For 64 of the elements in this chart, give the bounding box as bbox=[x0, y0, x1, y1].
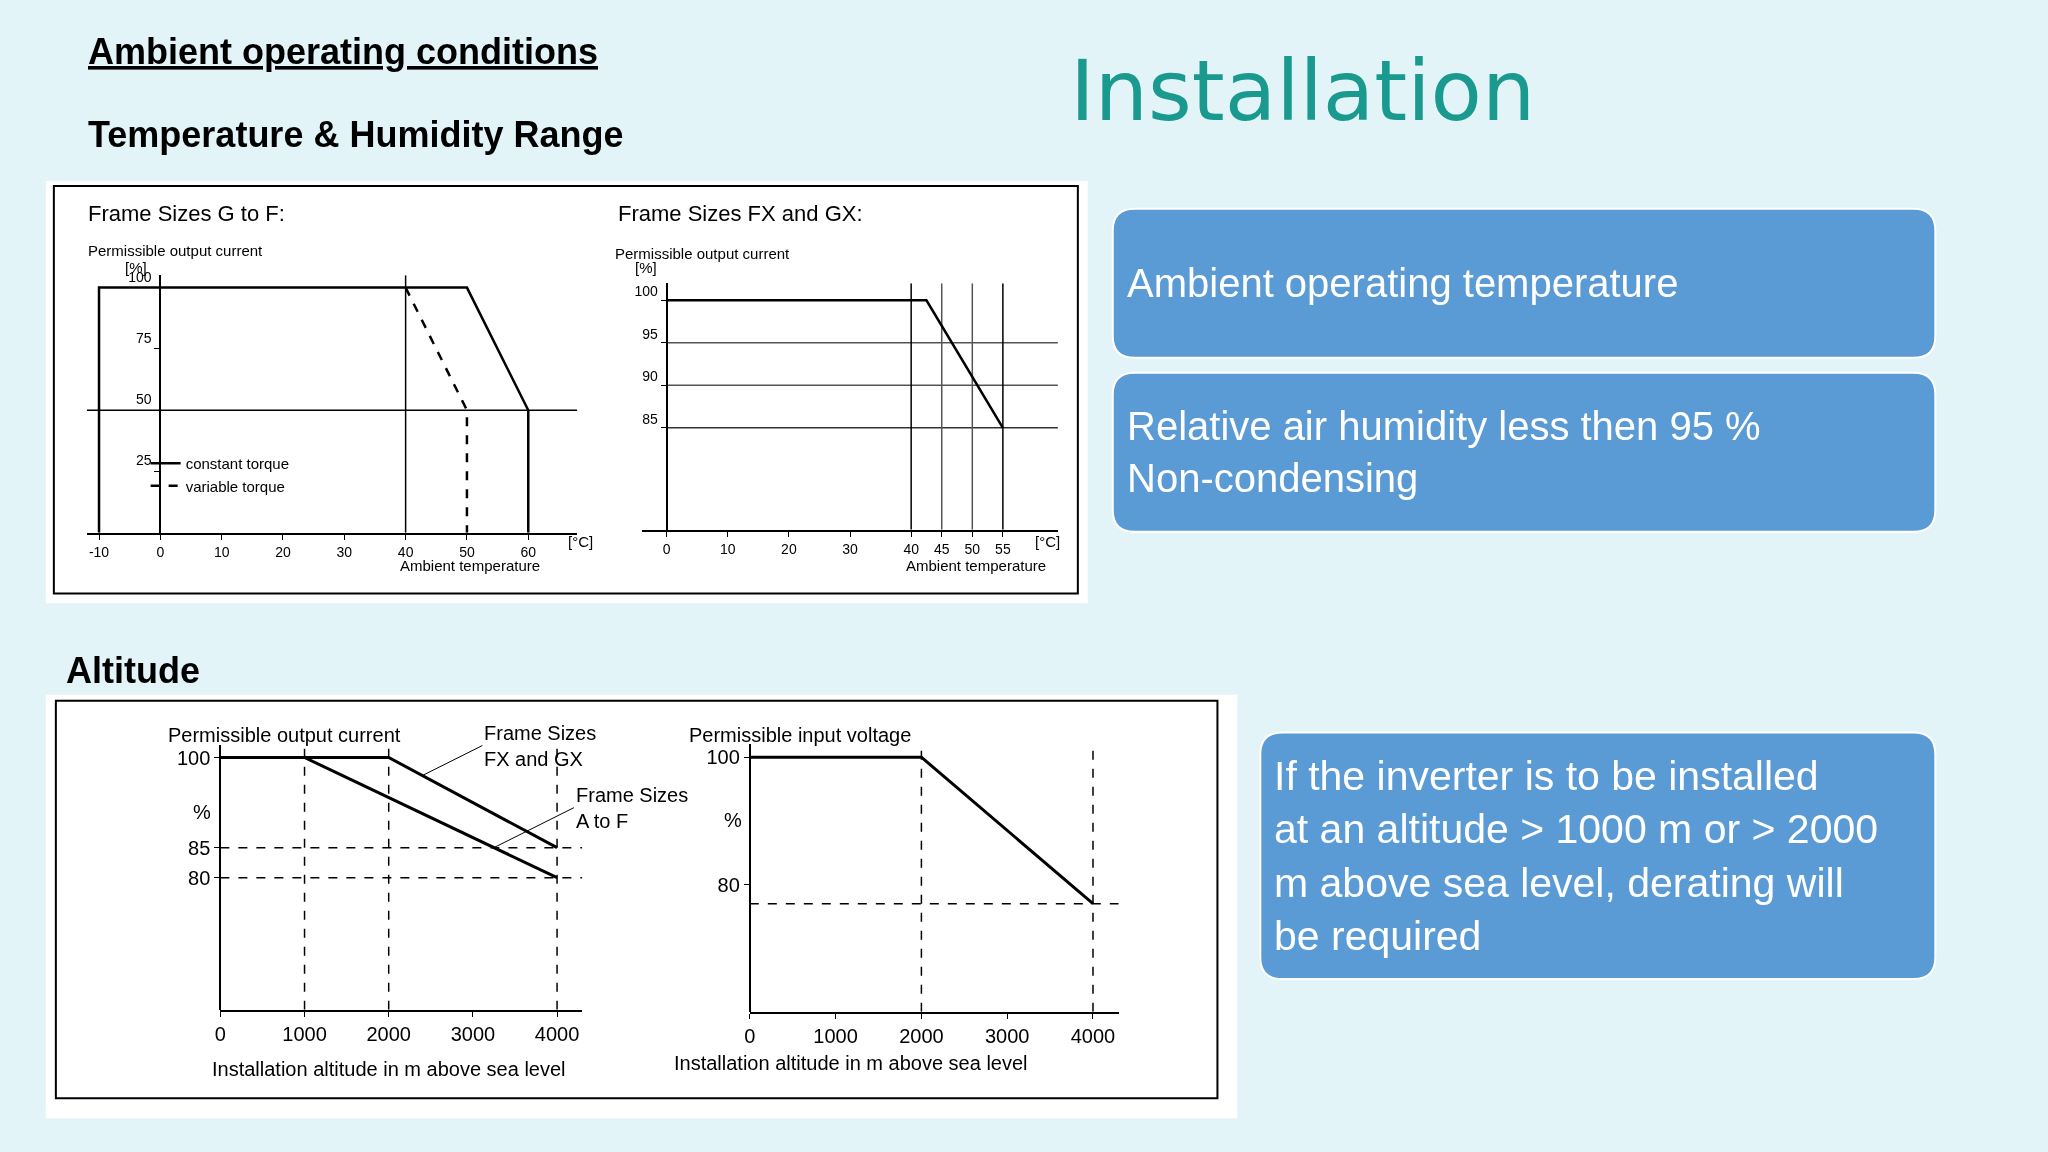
chart-title: Permissible output current bbox=[168, 724, 401, 746]
text: If the inverter is to be installed at an altitude > 1000 m or > 2000 m above sea level, derating will be required bbox=[1274, 753, 1879, 959]
x-tick-label: 40 bbox=[903, 540, 920, 557]
y-tick-label: 85 bbox=[642, 410, 658, 427]
x-tick-label: 0 bbox=[156, 543, 165, 560]
x-tick-label: 30 bbox=[336, 543, 353, 560]
x-tick-label: 1000 bbox=[813, 1024, 858, 1047]
x-tick-label: 45 bbox=[933, 540, 950, 557]
x-tick-label: 55 bbox=[995, 540, 1011, 557]
text: [°C] bbox=[1035, 533, 1061, 550]
x-tick-label: 4000 bbox=[534, 1022, 580, 1045]
series-label: Frame Sizes FX and GX bbox=[484, 722, 597, 770]
x-tick-label: 3000 bbox=[984, 1024, 1030, 1047]
x-tick-label: 40 bbox=[397, 543, 414, 560]
x-tick-label: 20 bbox=[781, 540, 797, 557]
x-tick-label: 0 bbox=[214, 1022, 226, 1045]
y-tick-label: 90 bbox=[642, 368, 658, 385]
chart-title: Frame Sizes G to F: bbox=[88, 201, 285, 226]
x-tick-label: 60 bbox=[520, 543, 537, 560]
x-tick-label: 0 bbox=[662, 540, 671, 557]
x-tick-label: 4000 bbox=[1070, 1024, 1116, 1047]
y-tick-label: 25 bbox=[135, 452, 152, 469]
x-tick-label: 2000 bbox=[899, 1024, 944, 1047]
x-tick-label: 10 bbox=[719, 540, 736, 557]
legend-label: constant torque bbox=[185, 454, 290, 472]
y-tick-label: 75 bbox=[135, 329, 152, 346]
y-axis-title: % bbox=[193, 801, 211, 823]
x-tick-label: 20 bbox=[275, 543, 291, 560]
x-tick-label: 10 bbox=[213, 543, 230, 560]
y-tick-label: 100 bbox=[177, 746, 211, 769]
x-axis-title: Ambient temperature bbox=[906, 557, 1047, 574]
y-tick-label: 100 bbox=[634, 283, 658, 300]
y-tick-label: 100 bbox=[706, 746, 740, 769]
x-axis-title: Installation altitude in m above sea level bbox=[674, 1052, 1028, 1074]
text: Installation bbox=[1070, 42, 1536, 140]
x-tick-label: 50 bbox=[459, 543, 475, 560]
text: Altitude bbox=[66, 650, 200, 691]
chart-title: Permissible input voltage bbox=[689, 724, 912, 746]
x-axis-title: Ambient temperature bbox=[400, 557, 541, 574]
x-tick-label: 3000 bbox=[450, 1022, 496, 1045]
x-tick-label: -10 bbox=[88, 543, 110, 560]
y-tick-label: 85 bbox=[188, 836, 211, 859]
x-tick-label: 2000 bbox=[366, 1022, 411, 1045]
text: Temperature & Humidity Range bbox=[88, 114, 624, 155]
chart-title: Frame Sizes FX and GX: bbox=[618, 201, 863, 226]
y-tick-label: 80 bbox=[717, 873, 740, 896]
text: Ambient operating conditions bbox=[88, 31, 598, 72]
x-axis-title: Installation altitude in m above sea level bbox=[212, 1058, 566, 1080]
y-axis-title: % bbox=[724, 809, 742, 831]
text: Ambient operating temperature bbox=[1127, 261, 1679, 305]
x-tick-label: 50 bbox=[964, 540, 981, 557]
y-axis-title: Permissible output current bbox=[615, 245, 791, 262]
x-tick-label: 30 bbox=[842, 540, 859, 557]
y-tick-label: 50 bbox=[135, 391, 152, 408]
text: Relative air humidity less then 95 % Non-condensing bbox=[1127, 404, 1761, 500]
text: Frame Sizes A to F bbox=[576, 784, 689, 832]
text: [°C] bbox=[568, 533, 594, 550]
x-tick-label: 0 bbox=[744, 1024, 756, 1047]
y-axis-title: Permissible output current bbox=[88, 242, 264, 259]
legend-label: variable torque bbox=[185, 477, 285, 495]
text: [%] bbox=[635, 259, 657, 276]
y-tick-label: 80 bbox=[188, 866, 211, 889]
x-tick-label: 1000 bbox=[282, 1022, 327, 1045]
y-tick-label: 95 bbox=[642, 325, 658, 342]
